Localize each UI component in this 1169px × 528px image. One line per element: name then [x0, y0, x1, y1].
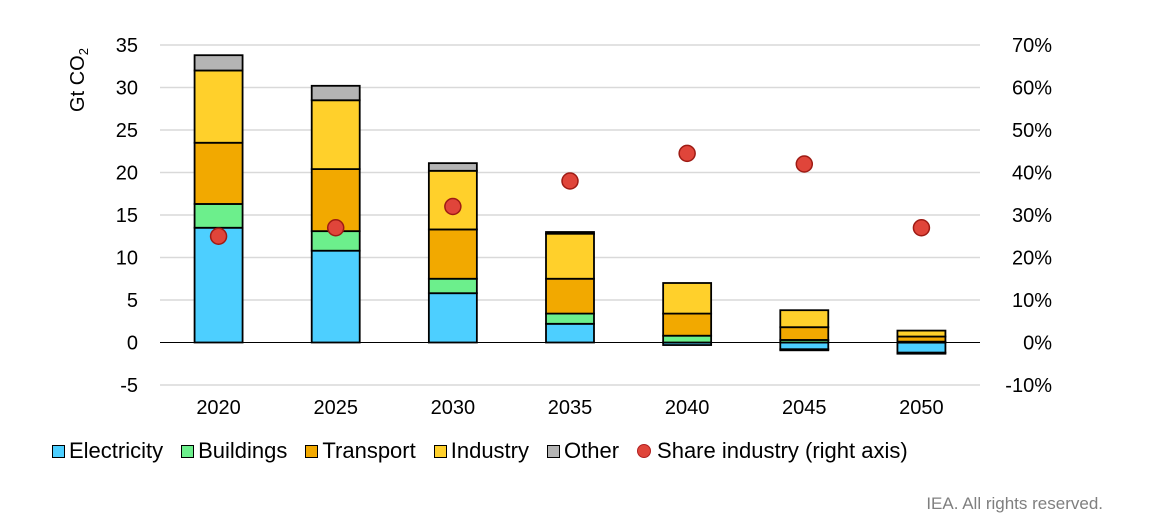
y2-tick-label: 60% — [1012, 78, 1052, 100]
bar-industry-2045 — [779, 309, 830, 329]
legend-label: Other — [564, 438, 620, 463]
share-marker-2040 — [678, 144, 696, 163]
legend-swatch-buildings — [181, 444, 195, 458]
bar-buildings-2020 — [193, 203, 244, 229]
bar-electricity-2020 — [193, 226, 244, 344]
share-marker-2035 — [561, 172, 579, 190]
legend-industry: Industry — [433, 438, 529, 464]
share-markers — [209, 144, 931, 245]
share-marker-2025 — [326, 219, 345, 237]
legend-share-industry: Share industry (right axis) — [637, 438, 908, 464]
y-tick-label: 15 — [116, 205, 138, 227]
legend-transport: Transport — [305, 438, 416, 464]
y2-tick-label: 50% — [1012, 120, 1052, 142]
y-tick-label: -5 — [120, 375, 138, 397]
legend: Electricity Buildings Transport Industry… — [52, 436, 926, 466]
bar-transport-2040 — [662, 312, 713, 337]
legend-swatch-industry — [433, 444, 447, 458]
bar-industry-2050 — [896, 329, 947, 338]
legend-buildings: Buildings — [181, 438, 287, 464]
x-tick-label: 2030 — [431, 397, 476, 419]
bars — [193, 54, 947, 355]
bar-buildings-2040 — [662, 334, 713, 344]
legend-label: Industry — [450, 438, 529, 463]
bar-transport-2035 — [545, 277, 595, 315]
bar-other-2025 — [310, 84, 361, 102]
bar-electricity-2050 — [896, 341, 947, 354]
bar-other-2050 — [896, 351, 947, 355]
legend-swatch-electricity — [52, 444, 65, 458]
y-tick-label: 20 — [116, 163, 138, 185]
y-tick-label: 10 — [116, 248, 138, 270]
x-tick-label: 2025 — [313, 397, 358, 419]
bar-other-2035 — [545, 231, 595, 235]
y2-tick-label: 70% — [1012, 35, 1052, 57]
y-axis-label: Gt CO2 — [67, 48, 91, 112]
footer-credit: IEA. All rights reserved. — [926, 494, 1103, 513]
legend-label: Buildings — [198, 438, 288, 463]
share-marker-2045 — [795, 155, 814, 173]
bar-buildings-2035 — [545, 312, 595, 325]
y-tick-label: 25 — [116, 120, 138, 142]
bar-electricity-2035 — [545, 322, 595, 344]
share-marker-2030 — [444, 197, 462, 216]
bar-electricity-2045 — [779, 341, 830, 351]
share-marker-2050 — [912, 219, 931, 237]
legend-label: Electricity — [69, 438, 164, 463]
bar-industry-2025 — [310, 99, 361, 170]
bar-buildings-2030 — [427, 277, 478, 295]
y2-tick-label: -10% — [1005, 375, 1052, 397]
legend-label: Transport — [322, 438, 416, 463]
y-tick-label: 0 — [127, 333, 138, 355]
left-axis-ticks: -5 0 5 10 15 20 25 30 35 — [116, 35, 138, 397]
y2-tick-label: 20% — [1012, 248, 1052, 270]
bar-industry-2040 — [662, 282, 713, 315]
x-tick-label: 2045 — [782, 397, 827, 419]
legend-label: Share industry (right axis) — [657, 438, 908, 463]
legend-other: Other — [547, 438, 619, 464]
y2-tick-label: 40% — [1012, 163, 1052, 185]
legend-electricity: Electricity — [52, 438, 163, 464]
x-tick-label: 2040 — [665, 397, 710, 419]
bar-other-2020 — [193, 54, 244, 72]
y-tick-label: 35 — [116, 35, 138, 57]
y2-tick-label: 0% — [1023, 333, 1052, 355]
x-tick-label: 2050 — [899, 397, 944, 419]
legend-marker-share — [637, 444, 652, 458]
bar-transport-2045 — [779, 326, 830, 341]
share-marker-2020 — [209, 227, 228, 245]
y2-tick-label: 10% — [1012, 290, 1052, 312]
y2-tick-label: 30% — [1012, 205, 1052, 227]
bar-electricity-2030 — [427, 292, 478, 344]
x-tick-label: 2035 — [548, 397, 593, 419]
y-tick-label: 30 — [116, 78, 138, 100]
legend-swatch-other — [547, 444, 560, 458]
x-tick-label: 2020 — [196, 397, 241, 419]
y-tick-label: 5 — [127, 290, 138, 312]
bar-transport-2030 — [427, 228, 478, 280]
bar-other-2030 — [427, 162, 478, 172]
bar-transport-2020 — [193, 141, 244, 205]
bar-other-2045 — [779, 348, 830, 352]
x-axis-ticks: 2020 2025 2030 2035 2040 2045 2050 — [196, 397, 943, 419]
right-axis-ticks: -10% 0% 10% 20% 30% 40% 50% 60% 70% — [1005, 35, 1052, 397]
bar-industry-2020 — [193, 69, 244, 144]
bar-industry-2035 — [545, 232, 595, 280]
bar-electricity-2025 — [310, 249, 361, 344]
legend-swatch-transport — [305, 444, 319, 458]
